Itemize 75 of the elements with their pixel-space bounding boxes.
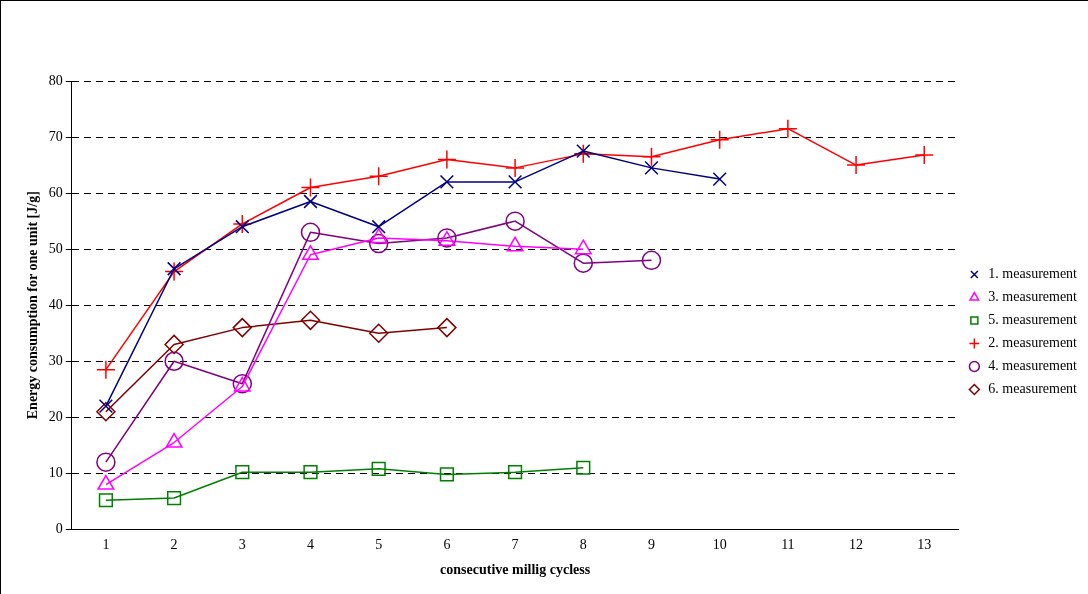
- point: [96, 452, 116, 472]
- x-tick-label: 8: [579, 537, 587, 553]
- point: [573, 144, 594, 164]
- point: [505, 158, 525, 178]
- x-tick-label: 13: [917, 537, 932, 553]
- point: [96, 359, 116, 380]
- point: [164, 261, 184, 282]
- point: [641, 250, 662, 271]
- point: [644, 160, 659, 175]
- x-tick-label: 2: [170, 537, 178, 553]
- point: [164, 351, 184, 371]
- point: [507, 465, 523, 480]
- point: [235, 219, 250, 234]
- x-tick-label: 3: [238, 537, 246, 553]
- point: [300, 222, 321, 243]
- x-tick-label: 7: [511, 537, 519, 553]
- point: [368, 233, 389, 254]
- point: [505, 211, 525, 231]
- point: [368, 166, 389, 187]
- legend-label: 4. measurement: [988, 358, 1078, 374]
- x-tick-label: 4: [306, 537, 314, 553]
- x-tick-label: 5: [375, 537, 383, 553]
- point: [371, 461, 386, 476]
- legend-label: 5. measurement: [988, 312, 1078, 328]
- point: [96, 401, 116, 422]
- x-tick-label: 9: [647, 537, 655, 553]
- point: [232, 317, 253, 338]
- point: [370, 228, 388, 244]
- point: [712, 171, 727, 187]
- y-axis-title: Energy consumption for one unit [J/g]: [25, 191, 41, 420]
- x-tick-label: 6: [443, 537, 451, 553]
- y-tick-label: 30: [48, 352, 63, 368]
- point: [576, 143, 591, 159]
- point: [164, 334, 184, 355]
- legend-label: 1. measurement: [988, 266, 1078, 282]
- point: [301, 245, 320, 261]
- y-tick-label: 50: [48, 240, 63, 256]
- point: [300, 177, 321, 198]
- point: [439, 174, 454, 189]
- point: [641, 146, 662, 167]
- y-tick-label: 0: [55, 521, 63, 537]
- point: [573, 253, 594, 273]
- point: [778, 118, 798, 139]
- legend-label: 3. measurement: [988, 289, 1078, 305]
- point: [303, 465, 318, 480]
- x-tick-label: 10: [712, 537, 727, 553]
- point: [914, 145, 935, 165]
- point: [98, 493, 114, 508]
- y-tick-label: 10: [48, 465, 63, 481]
- y-tick-label: 60: [48, 184, 63, 200]
- x-tick-label: 12: [849, 537, 864, 553]
- point: [507, 174, 523, 189]
- point: [368, 323, 389, 343]
- point: [232, 214, 253, 234]
- y-tick-label: 80: [48, 72, 63, 88]
- point: [846, 155, 866, 175]
- legend-label: 6. measurement: [988, 381, 1078, 397]
- point: [437, 149, 457, 170]
- y-tick-label: 70: [48, 128, 63, 144]
- point: [439, 467, 454, 482]
- point: [300, 310, 321, 331]
- x-axis-title: consecutive millig cycless: [440, 562, 591, 578]
- x-tick-label: 11: [781, 537, 795, 553]
- point: [437, 317, 457, 338]
- legend-label: 2. measurement: [988, 335, 1078, 351]
- y-tick-label: 40: [48, 296, 63, 312]
- point: [709, 130, 730, 150]
- point: [166, 261, 182, 276]
- point: [371, 219, 386, 234]
- point: [303, 194, 318, 209]
- point: [235, 465, 250, 480]
- point: [576, 460, 591, 475]
- x-tick-label: 1: [102, 537, 110, 553]
- y-tick-label: 20: [48, 408, 63, 424]
- point: [166, 490, 182, 506]
